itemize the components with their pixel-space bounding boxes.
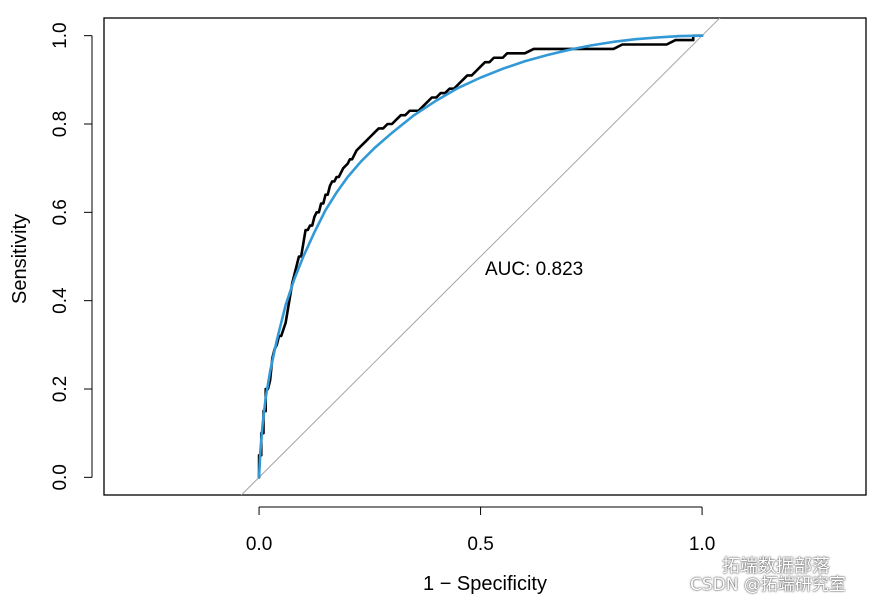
watermark-line-1: 拓端数据部落 xyxy=(722,556,830,577)
x-tick-label: 1.0 xyxy=(689,534,715,555)
x-axis-title: 1 − Specificity xyxy=(423,573,547,595)
y-axis: 0.0 0.2 0.4 0.6 0.8 1.0 xyxy=(50,22,93,491)
y-tick-label: 0.2 xyxy=(50,376,71,402)
y-tick-label: 0.8 xyxy=(50,111,71,137)
y-tick-label: 0.6 xyxy=(50,199,71,225)
empirical-roc-line xyxy=(257,34,704,479)
y-tick-label: 1.0 xyxy=(50,22,71,48)
x-tick-label: 0.0 xyxy=(246,534,272,555)
plot-frame xyxy=(103,17,867,496)
auc-annotation: AUC: 0.823 xyxy=(485,259,583,280)
x-tick-label: 0.5 xyxy=(467,534,493,555)
y-axis-title: Sensitivity xyxy=(9,214,31,304)
reference-diagonal-line xyxy=(240,18,721,495)
watermark-line-2: CSDN @拓端研究室 xyxy=(690,575,846,595)
x-axis: 0.0 0.5 1.0 xyxy=(246,506,715,555)
y-tick-label: 0.0 xyxy=(50,464,71,490)
smoothed-roc-line xyxy=(257,34,704,479)
y-tick-label: 0.4 xyxy=(50,287,71,314)
